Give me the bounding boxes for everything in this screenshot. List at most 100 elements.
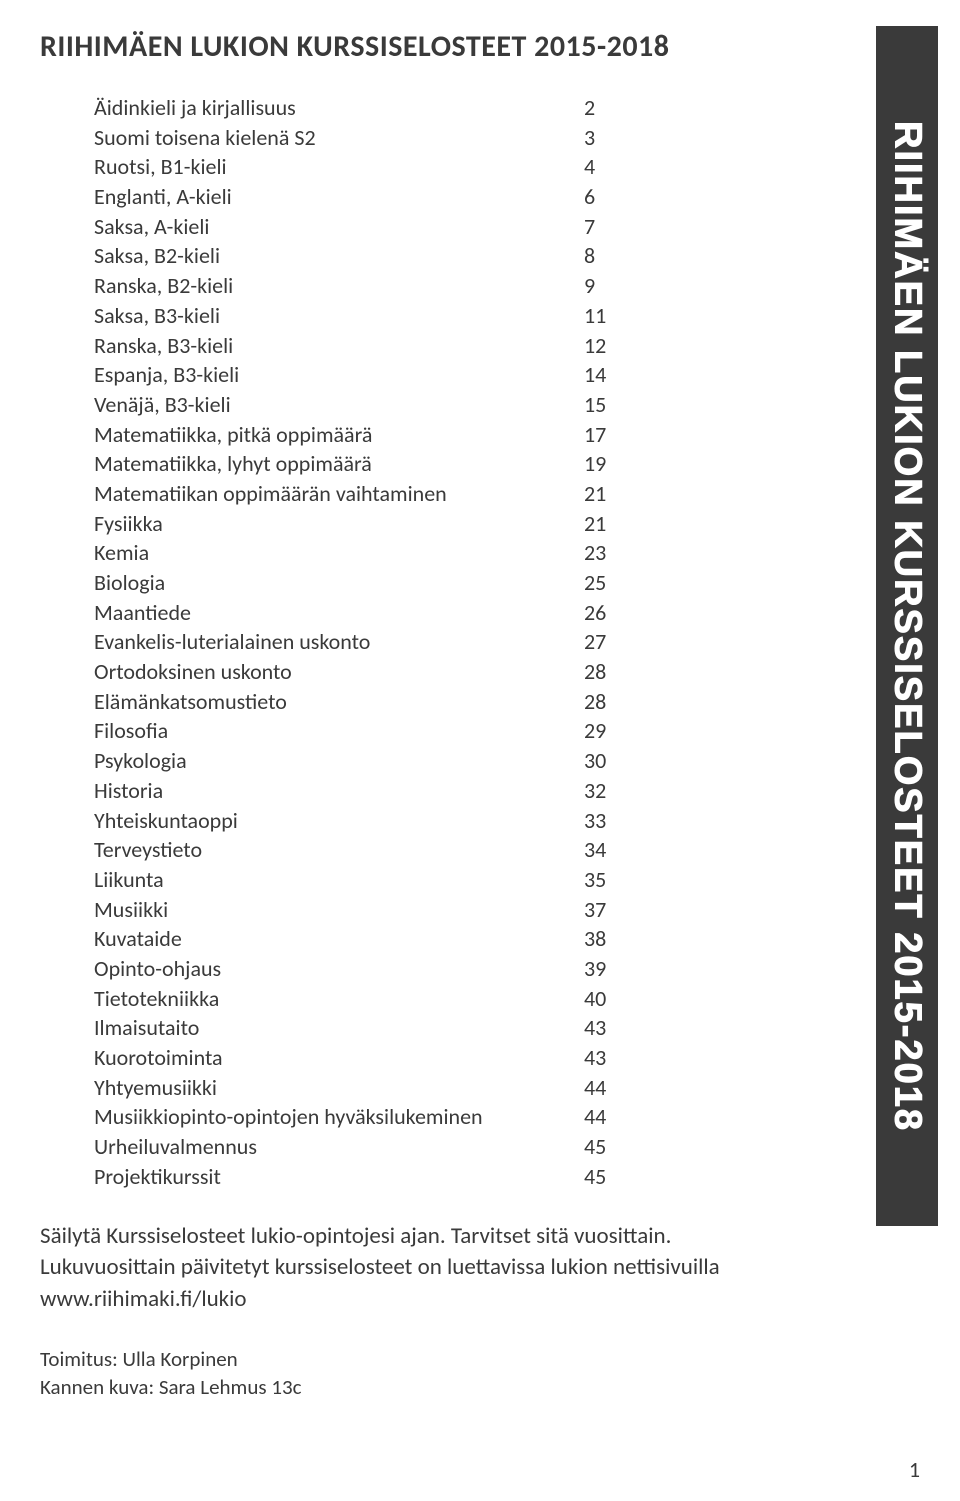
toc-page: 43 (584, 1013, 634, 1043)
toc-row: Filosofia29 (94, 716, 649, 746)
toc-label: Kemia (94, 538, 584, 568)
toc-row: Englanti, A-kieli6 (94, 182, 649, 212)
toc-page: 35 (584, 865, 634, 895)
toc-page: 23 (584, 538, 634, 568)
toc-label: Psykologia (94, 746, 584, 776)
toc-row: Saksa, B2-kieli8 (94, 241, 649, 271)
toc-row: Psykologia30 (94, 746, 649, 776)
toc-label: Englanti, A-kieli (94, 182, 584, 212)
credit-line: Toimitus: Ulla Korpinen (40, 1345, 920, 1373)
toc-row: Projektikurssit45 (94, 1162, 649, 1192)
toc-row: Matematiikan oppimäärän vaihtaminen21 (94, 479, 649, 509)
toc-row: Musiikkiopinto-opintojen hyväksilukemine… (94, 1102, 649, 1132)
toc-row: Liikunta35 (94, 865, 649, 895)
sidebar-tab: RIIHIMÄEN LUKION KURSSISELOSTEET 2015-20… (876, 26, 938, 1226)
toc-label: Matematiikka, lyhyt oppimäärä (94, 449, 584, 479)
toc-label: Äidinkieli ja kirjallisuus (94, 93, 584, 123)
toc-row: Ranska, B2-kieli9 (94, 271, 649, 301)
toc-label: Matematiikka, pitkä oppimäärä (94, 420, 584, 450)
toc-row: Venäjä, B3-kieli15 (94, 390, 649, 420)
toc-page: 6 (584, 182, 634, 212)
toc-label: Espanja, B3-kieli (94, 360, 584, 390)
toc-label: Historia (94, 776, 584, 806)
toc-row: Äidinkieli ja kirjallisuus2 (94, 93, 649, 123)
toc-label: Saksa, B3-kieli (94, 301, 584, 331)
toc-page: 39 (584, 954, 634, 984)
toc-row: Biologia25 (94, 568, 649, 598)
toc-page: 27 (584, 627, 634, 657)
toc-row: Yhteiskuntaoppi33 (94, 806, 649, 836)
toc-label: Tietotekniikka (94, 984, 584, 1014)
toc-row: Suomi toisena kielenä S23 (94, 123, 649, 153)
toc-row: Saksa, A-kieli7 (94, 212, 649, 242)
toc-row: Historia32 (94, 776, 649, 806)
toc-page: 14 (584, 360, 634, 390)
note-line: Lukuvuosittain päivitetyt kurssiselostee… (40, 1252, 870, 1283)
toc-label: Musiikki (94, 895, 584, 925)
toc-label: Elämänkatsomustieto (94, 687, 584, 717)
toc-page: 38 (584, 924, 634, 954)
toc-row: Tietotekniikka40 (94, 984, 649, 1014)
toc-row: Kuvataide38 (94, 924, 649, 954)
toc-row: Ortodoksinen uskonto28 (94, 657, 649, 687)
toc-label: Biologia (94, 568, 584, 598)
toc-row: Musiikki37 (94, 895, 649, 925)
toc-page: 25 (584, 568, 634, 598)
toc-row: Ilmaisutaito43 (94, 1013, 649, 1043)
note-line: www.riihimaki.fi/lukio (40, 1284, 870, 1315)
toc-label: Ilmaisutaito (94, 1013, 584, 1043)
toc-page: 33 (584, 806, 634, 836)
credits-block: Toimitus: Ulla KorpinenKannen kuva: Sara… (40, 1345, 920, 1402)
toc-page: 32 (584, 776, 634, 806)
toc-row: Urheiluvalmennus45 (94, 1132, 649, 1162)
toc-label: Ranska, B3-kieli (94, 331, 584, 361)
toc-row: Espanja, B3-kieli14 (94, 360, 649, 390)
toc-label: Yhteiskuntaoppi (94, 806, 584, 836)
toc-row: Evankelis-luterialainen uskonto27 (94, 627, 649, 657)
toc-label: Matematiikan oppimäärän vaihtaminen (94, 479, 584, 509)
toc-page: 21 (584, 509, 634, 539)
toc-page: 3 (584, 123, 634, 153)
toc-page: 26 (584, 598, 634, 628)
page-title: RIIHIMÄEN LUKION KURSSISELOSTEET 2015-20… (40, 28, 920, 65)
toc-label: Ranska, B2-kieli (94, 271, 584, 301)
toc-page: 43 (584, 1043, 634, 1073)
toc-row: Matematiikka, pitkä oppimäärä17 (94, 420, 649, 450)
toc-label: Filosofia (94, 716, 584, 746)
toc-page: 21 (584, 479, 634, 509)
note-block: Säilytä Kurssiselosteet lukio-opintojesi… (40, 1221, 870, 1314)
credit-line: Kannen kuva: Sara Lehmus 13c (40, 1373, 920, 1401)
toc-label: Suomi toisena kielenä S2 (94, 123, 584, 153)
toc-row: Elämänkatsomustieto28 (94, 687, 649, 717)
toc-page: 28 (584, 687, 634, 717)
toc-row: Ruotsi, B1-kieli4 (94, 152, 649, 182)
toc-label: Liikunta (94, 865, 584, 895)
toc-page: 45 (584, 1162, 634, 1192)
toc-label: Saksa, B2-kieli (94, 241, 584, 271)
toc-page: 29 (584, 716, 634, 746)
toc-page: 12 (584, 331, 634, 361)
toc-row: Terveystieto34 (94, 835, 649, 865)
toc-label: Yhtyemusiikki (94, 1073, 584, 1103)
toc-label: Maantiede (94, 598, 584, 628)
toc-label: Ruotsi, B1-kieli (94, 152, 584, 182)
table-of-contents: Äidinkieli ja kirjallisuus2Suomi toisena… (94, 93, 649, 1191)
toc-row: Kuorotoiminta43 (94, 1043, 649, 1073)
toc-row: Saksa, B3-kieli11 (94, 301, 649, 331)
toc-page: 19 (584, 449, 634, 479)
toc-row: Kemia23 (94, 538, 649, 568)
toc-row: Yhtyemusiikki44 (94, 1073, 649, 1103)
toc-page: 44 (584, 1073, 634, 1103)
toc-row: Maantiede26 (94, 598, 649, 628)
toc-row: Fysiikka21 (94, 509, 649, 539)
toc-label: Kuvataide (94, 924, 584, 954)
toc-label: Evankelis-luterialainen uskonto (94, 627, 584, 657)
toc-row: Matematiikka, lyhyt oppimäärä19 (94, 449, 649, 479)
toc-page: 45 (584, 1132, 634, 1162)
note-line: Säilytä Kurssiselosteet lukio-opintojesi… (40, 1221, 870, 1252)
toc-label: Terveystieto (94, 835, 584, 865)
toc-label: Fysiikka (94, 509, 584, 539)
toc-page: 44 (584, 1102, 634, 1132)
toc-page: 15 (584, 390, 634, 420)
toc-page: 9 (584, 271, 634, 301)
